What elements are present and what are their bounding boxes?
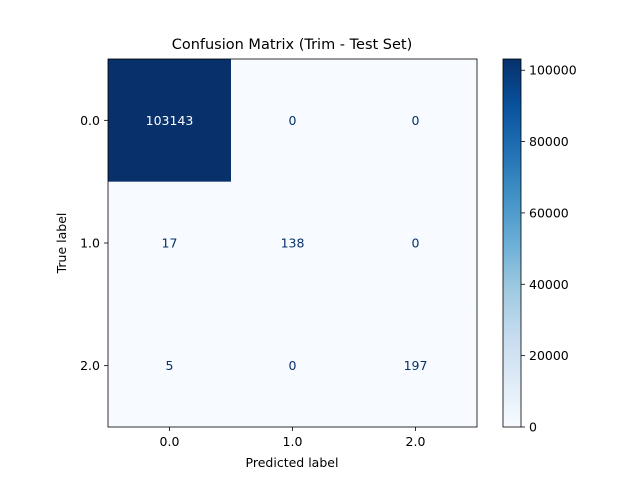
colorbar-tick-label: 60000 bbox=[529, 205, 569, 220]
x-axis-label: Predicted label bbox=[246, 455, 339, 470]
y-axis-ticks: 0.0 1.0 2.0 bbox=[80, 113, 108, 373]
x-tick-label: 1.0 bbox=[283, 434, 303, 449]
x-axis-ticks: 0.0 1.0 2.0 bbox=[160, 427, 426, 449]
matrix-cell bbox=[108, 181, 232, 305]
cell-value-label: 0 bbox=[412, 236, 420, 251]
colorbar bbox=[502, 58, 522, 428]
y-tick-label: 2.0 bbox=[80, 358, 100, 373]
matrix-cell bbox=[231, 59, 355, 183]
matrix-cell bbox=[231, 181, 355, 305]
matrix-cell bbox=[354, 304, 478, 428]
cell-value-label: 197 bbox=[404, 358, 428, 373]
cell-value-label: 17 bbox=[162, 236, 178, 251]
y-tick-label: 0.0 bbox=[80, 113, 100, 128]
colorbar-tick-label: 0 bbox=[529, 420, 537, 435]
chart-title: Confusion Matrix (Trim - Test Set) bbox=[172, 37, 413, 53]
colorbar-tick-label: 80000 bbox=[529, 134, 569, 149]
colorbar-tick-label: 40000 bbox=[529, 277, 569, 292]
y-tick-label: 1.0 bbox=[80, 236, 100, 251]
matrix-cell bbox=[108, 59, 232, 183]
colorbar-tick-label: 20000 bbox=[529, 348, 569, 363]
cell-value-label: 0 bbox=[412, 113, 420, 128]
matrix-cell bbox=[354, 181, 478, 305]
cell-value-label: 5 bbox=[166, 358, 174, 373]
x-tick-label: 0.0 bbox=[160, 434, 180, 449]
cell-value-label: 0 bbox=[289, 113, 297, 128]
matrix-cell bbox=[354, 59, 478, 183]
matrix-cell bbox=[231, 304, 355, 428]
colorbar-tick-label: 100000 bbox=[529, 63, 577, 78]
cell-value-label: 0 bbox=[289, 358, 297, 373]
cell-value-label: 138 bbox=[281, 236, 305, 251]
colorbar-ticks: 0 20000 40000 60000 80000 100000 bbox=[521, 63, 577, 435]
cell-value-label: 103143 bbox=[146, 113, 194, 128]
y-axis-label: True label bbox=[54, 213, 69, 275]
x-tick-label: 2.0 bbox=[406, 434, 426, 449]
cell-value-labels: 103143 0 0 17 138 0 5 0 197 bbox=[146, 113, 428, 373]
matrix-cells bbox=[108, 59, 478, 428]
matrix-cell bbox=[108, 304, 232, 428]
